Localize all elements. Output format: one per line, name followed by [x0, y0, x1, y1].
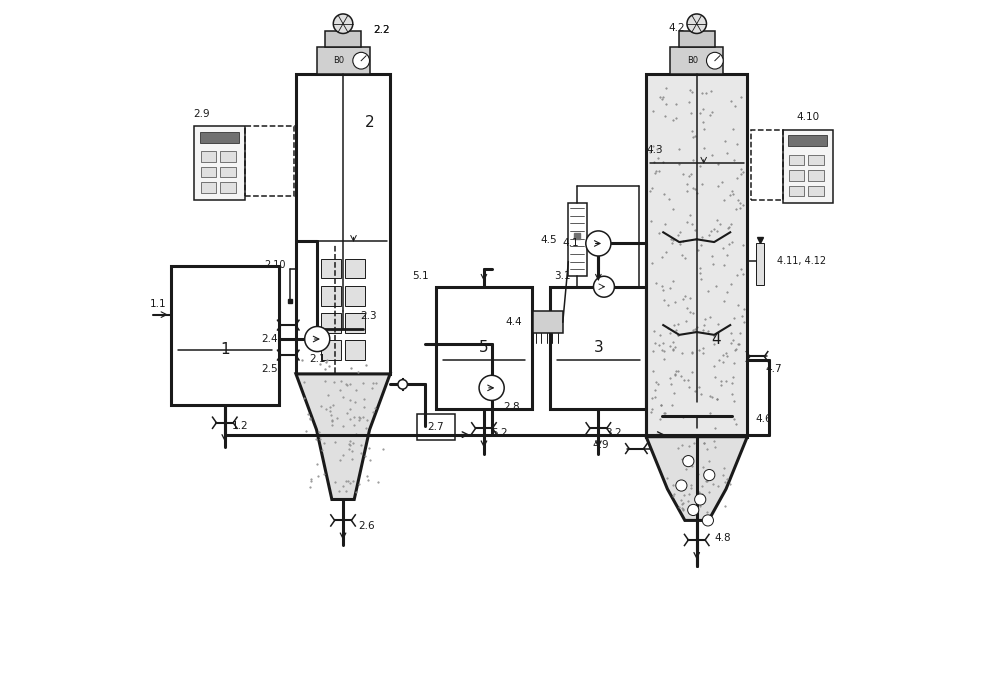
Text: 2.1: 2.1: [309, 354, 326, 363]
Text: 2.2: 2.2: [373, 25, 390, 35]
Circle shape: [305, 326, 330, 352]
Bar: [783, 130, 833, 203]
Text: 4.4: 4.4: [506, 317, 522, 327]
Bar: [321, 313, 341, 333]
Bar: [808, 185, 824, 196]
Bar: [220, 182, 236, 192]
Bar: [194, 127, 245, 199]
Text: 4.8: 4.8: [714, 533, 731, 543]
Bar: [756, 243, 764, 285]
Text: 5.1: 5.1: [412, 271, 429, 280]
Text: 4.7: 4.7: [765, 364, 782, 374]
Polygon shape: [646, 437, 747, 521]
Bar: [201, 182, 216, 192]
Bar: [317, 48, 370, 74]
Text: 4.6: 4.6: [756, 415, 772, 424]
Text: 3.1: 3.1: [554, 271, 570, 280]
Text: 2: 2: [365, 115, 374, 130]
Text: 4.5: 4.5: [541, 235, 557, 245]
Bar: [670, 48, 723, 74]
Text: B0: B0: [687, 56, 698, 65]
Text: 4: 4: [711, 331, 721, 347]
Bar: [201, 167, 216, 177]
Bar: [325, 31, 361, 48]
Text: 2.8: 2.8: [503, 403, 519, 412]
Bar: [568, 203, 587, 276]
Text: 3.2: 3.2: [605, 428, 622, 438]
Bar: [200, 132, 239, 143]
Text: 4.2: 4.2: [669, 23, 685, 33]
Bar: [220, 152, 236, 162]
Text: 2.9: 2.9: [193, 109, 210, 119]
Text: 5: 5: [479, 340, 489, 355]
Circle shape: [398, 380, 407, 389]
Circle shape: [593, 276, 614, 297]
Bar: [550, 287, 646, 409]
Bar: [751, 130, 783, 199]
Bar: [321, 259, 341, 278]
Bar: [245, 127, 294, 196]
Text: 1.1: 1.1: [150, 299, 166, 309]
Bar: [417, 414, 455, 440]
Circle shape: [687, 14, 706, 34]
Text: 4.10: 4.10: [796, 113, 819, 122]
Circle shape: [353, 52, 370, 69]
Circle shape: [706, 52, 723, 69]
Text: 2.10: 2.10: [265, 260, 286, 270]
Bar: [533, 311, 563, 333]
Bar: [345, 313, 365, 333]
Circle shape: [702, 515, 713, 526]
Text: 3: 3: [593, 340, 603, 355]
Bar: [171, 266, 279, 405]
Circle shape: [683, 456, 694, 467]
Text: 2.6: 2.6: [358, 521, 375, 531]
Text: 1: 1: [220, 342, 230, 357]
Text: 4.1: 4.1: [562, 238, 579, 248]
Circle shape: [688, 505, 699, 516]
Text: 4.3: 4.3: [647, 145, 663, 155]
Bar: [808, 171, 824, 180]
Polygon shape: [296, 374, 390, 500]
Bar: [679, 31, 715, 48]
Circle shape: [704, 470, 715, 481]
Circle shape: [586, 231, 611, 256]
Text: 4.11, 4.12: 4.11, 4.12: [777, 256, 826, 266]
Text: 2.4: 2.4: [261, 334, 278, 344]
Bar: [296, 74, 390, 374]
Bar: [436, 287, 532, 409]
Circle shape: [676, 480, 687, 491]
Text: 5.2: 5.2: [491, 428, 508, 438]
Text: 2.2: 2.2: [373, 25, 390, 35]
Text: B0: B0: [333, 56, 344, 65]
Bar: [789, 171, 804, 180]
Bar: [345, 340, 365, 360]
Text: 2.3: 2.3: [360, 311, 377, 321]
Text: 4.9: 4.9: [592, 440, 609, 450]
Text: 1.2: 1.2: [232, 421, 248, 431]
Circle shape: [695, 494, 706, 505]
Bar: [345, 259, 365, 278]
Bar: [789, 155, 804, 166]
Bar: [321, 340, 341, 360]
Bar: [321, 286, 341, 305]
Bar: [808, 155, 824, 166]
Circle shape: [479, 375, 504, 401]
Text: 2.7: 2.7: [427, 422, 444, 432]
Circle shape: [333, 14, 353, 34]
Bar: [788, 136, 827, 147]
Bar: [345, 286, 365, 305]
Bar: [220, 167, 236, 177]
Bar: [789, 185, 804, 196]
Text: 2.5: 2.5: [261, 364, 278, 374]
Bar: [201, 152, 216, 162]
Bar: [646, 74, 747, 437]
